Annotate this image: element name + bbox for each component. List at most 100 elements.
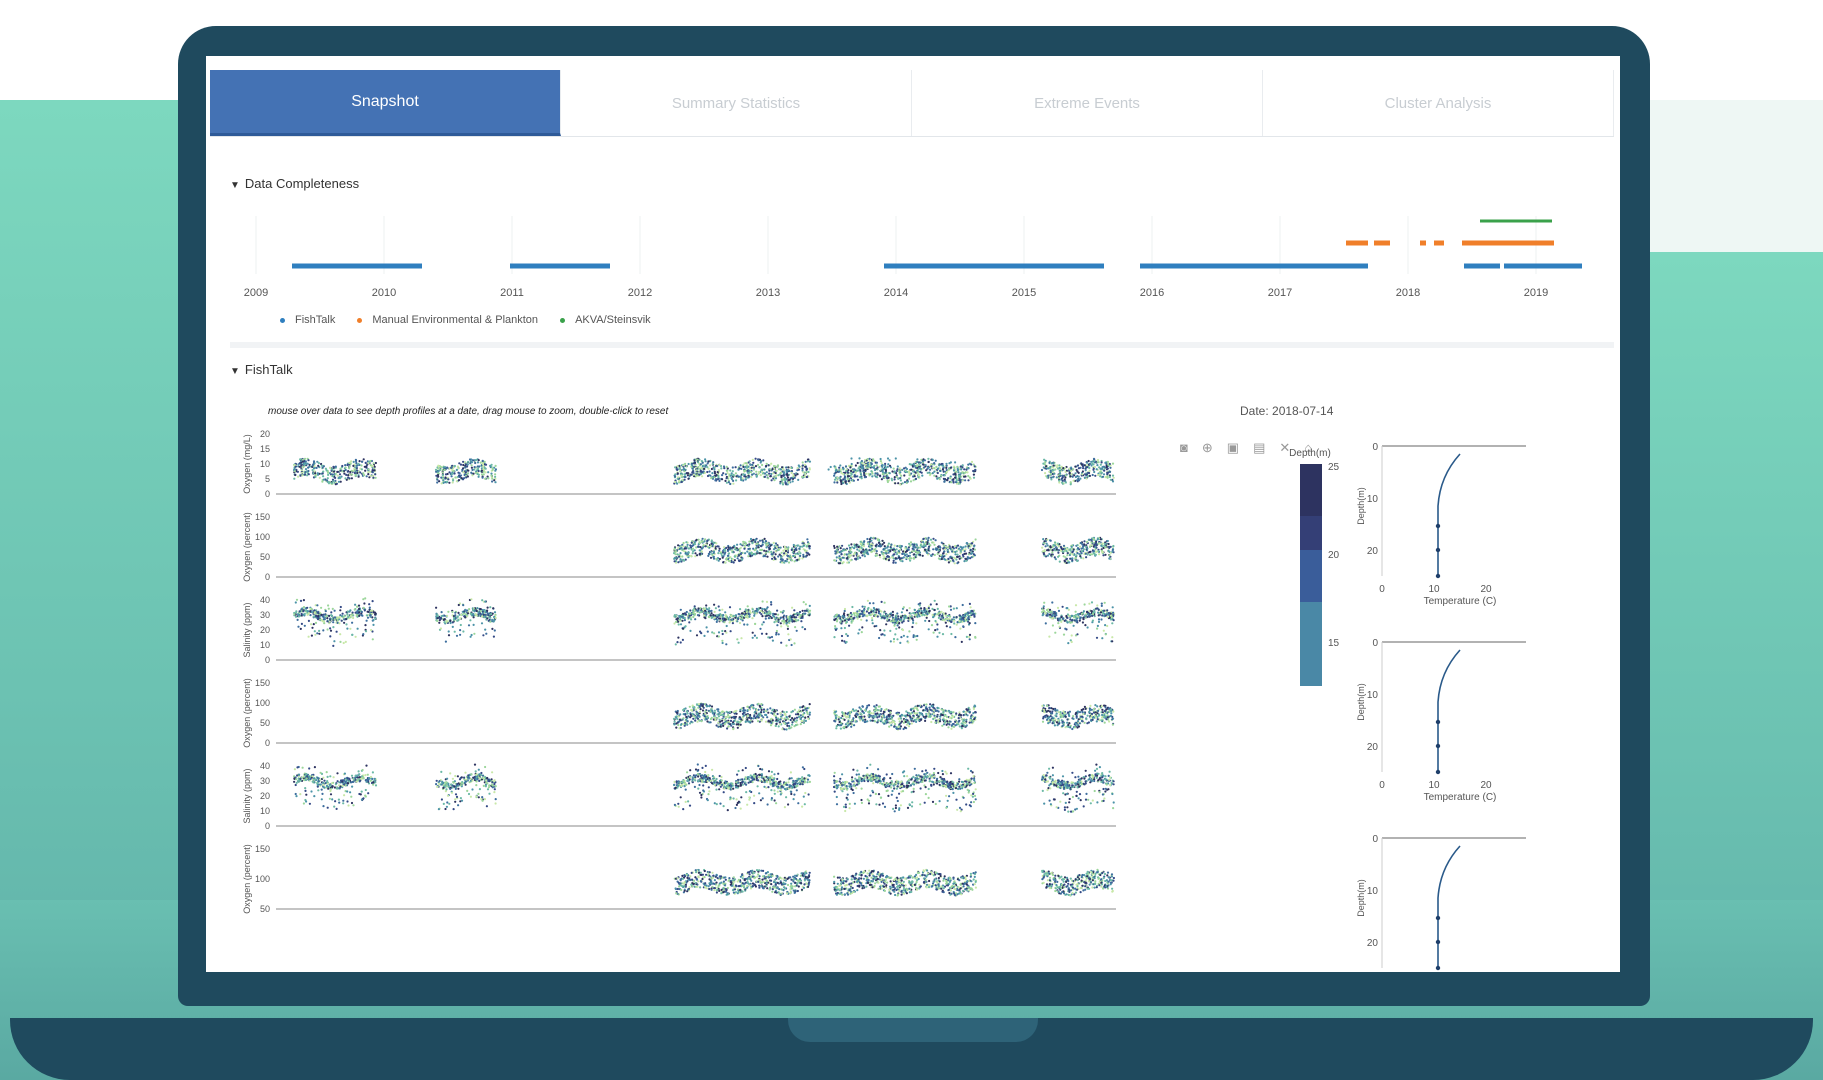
profile-point — [1435, 573, 1441, 579]
legend-dot-icon — [357, 317, 363, 323]
y-tick-label: 5 — [265, 474, 270, 484]
year-tick: 2010 — [372, 287, 396, 299]
profile-x-tick: 0 — [1379, 780, 1385, 791]
profile-x-tick: 0 — [1379, 584, 1385, 595]
year-tick: 2019 — [1524, 287, 1548, 299]
tab-bar: Snapshot Summary Statistics Extreme Even… — [210, 70, 1614, 137]
y-tick-label: 30 — [260, 610, 270, 620]
scatter-points — [673, 536, 1115, 565]
y-axis-label: Salinity (ppm) — [242, 602, 252, 657]
y-tick-label: 15 — [260, 444, 270, 454]
section-divider — [230, 342, 1614, 348]
profile-point — [1435, 523, 1441, 529]
plot-toolbar: ◙ ⊕ ▣ ▤ ✕ ⌂ — [1180, 440, 1312, 456]
legend-item-fishtalk[interactable]: FishTalk — [280, 314, 335, 326]
y-tick-label: 100 — [255, 698, 270, 708]
scatter-points — [292, 457, 1115, 486]
fishtalk-toggle[interactable]: ▼ FishTalk — [230, 362, 293, 377]
year-tick: 2014 — [884, 287, 908, 299]
completeness-legend: FishTalk Manual Environmental & Plankton… — [280, 314, 651, 326]
year-tick: 2013 — [756, 287, 780, 299]
y-tick-label: 50 — [260, 718, 270, 728]
y-tick-label: 20 — [260, 791, 270, 801]
profile-x-tick: 20 — [1480, 780, 1492, 791]
temperature-profile-line — [1437, 845, 1461, 968]
depth-profiles: 0 10 20 0 10 20 Depth(m) Temperature (C) 0 10 20 0 1… — [1356, 442, 1526, 971]
profile-y-tick: 10 — [1367, 690, 1379, 701]
y-axis-label: Salinity (ppm) — [242, 768, 252, 823]
depth-colorbar: Depth(m) 25 20 15 — [1289, 448, 1340, 686]
lasso-icon[interactable]: ✕ — [1279, 440, 1291, 455]
profile-x-tick: 10 — [1428, 584, 1440, 595]
y-axis-label: Oxygen (mg/L) — [242, 434, 252, 494]
profile-y-tick: 0 — [1372, 442, 1378, 453]
tab-cluster-analysis[interactable]: Cluster Analysis — [1263, 70, 1614, 136]
profile-y-tick: 10 — [1367, 886, 1379, 897]
profile-point — [1435, 719, 1441, 725]
completeness-toggle[interactable]: ▼ Data Completeness — [230, 176, 359, 191]
depth-profile-plot: 0 10 20 Depth(m) — [1356, 834, 1526, 971]
y-tick-label: 40 — [260, 595, 270, 605]
scatter-points — [672, 702, 1115, 731]
y-tick-label: 20 — [260, 429, 270, 439]
profile-point — [1435, 939, 1441, 945]
profile-point — [1435, 743, 1441, 749]
reset-icon[interactable]: ⌂ — [1304, 440, 1313, 455]
profile-y-label: Depth(m) — [1356, 683, 1366, 721]
year-tick: 2009 — [244, 287, 268, 299]
app-screen: Snapshot Summary Statistics Extreme Even… — [206, 56, 1620, 972]
colorbar-tick: 25 — [1328, 462, 1340, 473]
colorbar-tick: 20 — [1328, 550, 1340, 561]
y-tick-label: 10 — [260, 459, 270, 469]
scatter-points — [293, 763, 1115, 813]
profile-y-tick: 0 — [1372, 638, 1378, 649]
profile-x-label: Temperature (C) — [1424, 792, 1497, 803]
tab-snapshot[interactable]: Snapshot — [210, 70, 561, 136]
profile-y-tick: 20 — [1367, 546, 1379, 557]
laptop-notch — [788, 1018, 1038, 1042]
scatter-points — [673, 868, 1115, 897]
profile-point — [1435, 915, 1441, 921]
profile-y-tick: 20 — [1367, 742, 1379, 753]
y-tick-label: 0 — [265, 738, 270, 748]
profile-y-label: Depth(m) — [1356, 487, 1366, 525]
profile-point — [1435, 547, 1441, 553]
collapse-triangle-icon: ▼ — [230, 366, 240, 377]
year-tick: 2016 — [1140, 287, 1164, 299]
y-tick-label: 40 — [260, 761, 270, 771]
y-tick-label: 50 — [260, 904, 270, 914]
legend-dot-icon — [560, 317, 566, 323]
temperature-profile-line — [1437, 649, 1461, 772]
y-tick-label: 0 — [265, 572, 270, 582]
y-tick-label: 30 — [260, 776, 270, 786]
legend-item-manual[interactable]: Manual Environmental & Plankton — [357, 314, 538, 326]
selected-date: Date: 2018-07-14 — [1240, 404, 1334, 418]
camera-icon[interactable]: ◙ — [1180, 440, 1188, 455]
legend-item-akva[interactable]: AKVA/Steinsvik — [560, 314, 651, 326]
profile-point — [1435, 769, 1441, 775]
y-tick-label: 100 — [255, 532, 270, 542]
year-tick: 2012 — [628, 287, 652, 299]
legend-dot-icon — [280, 317, 285, 323]
completeness-chart: 2009 2010 2011 2012 2013 2014 2015 2016 … — [244, 216, 1582, 299]
profile-x-tick: 20 — [1480, 584, 1492, 595]
temperature-profile-line — [1437, 453, 1461, 576]
box-select-icon[interactable]: ▤ — [1253, 440, 1266, 455]
year-tick: 2018 — [1396, 287, 1420, 299]
profile-y-tick: 10 — [1367, 494, 1379, 505]
scatter-points — [293, 597, 1116, 647]
profile-point — [1435, 965, 1441, 971]
profile-y-label: Depth(m) — [1356, 879, 1366, 917]
zoom-icon[interactable]: ⊕ — [1201, 440, 1213, 455]
y-tick-label: 10 — [260, 806, 270, 816]
year-axis: 2009 2010 2011 2012 2013 2014 2015 2016 … — [244, 287, 1548, 299]
y-tick-label: 20 — [260, 625, 270, 635]
year-tick: 2015 — [1012, 287, 1036, 299]
collapse-triangle-icon: ▼ — [230, 180, 240, 191]
y-tick-label: 10 — [260, 640, 270, 650]
depth-profile-plot: 0 10 20 0 10 20 Depth(m) Temperature (C) — [1356, 442, 1526, 607]
year-tick: 2011 — [500, 287, 524, 299]
pan-icon[interactable]: ▣ — [1226, 440, 1240, 455]
tab-summary-statistics[interactable]: Summary Statistics — [561, 70, 912, 136]
tab-extreme-events[interactable]: Extreme Events — [912, 70, 1263, 136]
